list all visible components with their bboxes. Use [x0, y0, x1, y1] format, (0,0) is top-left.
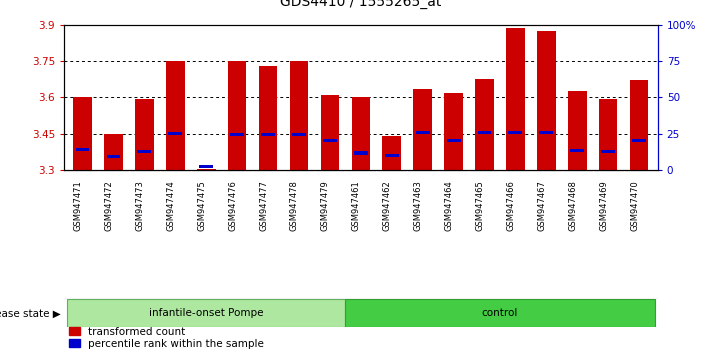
- Bar: [346, 299, 655, 327]
- Bar: [166, 61, 185, 170]
- Bar: [508, 131, 523, 134]
- Text: GSM947477: GSM947477: [259, 180, 268, 231]
- Legend: transformed count, percentile rank within the sample: transformed count, percentile rank withi…: [69, 327, 264, 349]
- Bar: [321, 95, 339, 170]
- Bar: [135, 98, 154, 170]
- Bar: [323, 139, 337, 143]
- Text: GSM947470: GSM947470: [630, 180, 639, 231]
- Bar: [568, 91, 587, 170]
- Text: GSM947465: GSM947465: [476, 180, 484, 231]
- Text: GSM947476: GSM947476: [228, 180, 237, 231]
- Bar: [228, 61, 247, 170]
- Bar: [385, 154, 399, 157]
- Bar: [292, 133, 306, 136]
- Bar: [137, 150, 151, 153]
- Bar: [444, 92, 463, 170]
- Bar: [570, 149, 584, 152]
- Bar: [540, 131, 553, 134]
- Text: GSM947462: GSM947462: [383, 180, 392, 231]
- Bar: [197, 169, 215, 170]
- Bar: [478, 131, 491, 134]
- Bar: [75, 148, 90, 151]
- Text: GSM947469: GSM947469: [599, 180, 608, 231]
- Text: GSM947479: GSM947479: [321, 180, 330, 231]
- Text: GSM947467: GSM947467: [538, 180, 546, 231]
- Bar: [259, 66, 277, 170]
- Bar: [105, 133, 123, 170]
- Bar: [289, 61, 309, 170]
- Bar: [599, 98, 617, 170]
- Bar: [261, 133, 275, 136]
- Text: GSM947464: GSM947464: [444, 180, 454, 231]
- Bar: [230, 133, 244, 136]
- Text: GSM947468: GSM947468: [568, 180, 577, 231]
- Bar: [632, 139, 646, 143]
- Bar: [447, 139, 461, 143]
- Bar: [413, 89, 432, 170]
- Bar: [169, 132, 182, 135]
- Text: infantile-onset Pompe: infantile-onset Pompe: [149, 308, 264, 318]
- Bar: [383, 136, 401, 170]
- Text: GSM947475: GSM947475: [197, 180, 206, 231]
- Text: control: control: [482, 308, 518, 318]
- Text: GSM947478: GSM947478: [290, 180, 299, 231]
- Bar: [537, 31, 555, 170]
- Bar: [354, 152, 368, 155]
- Text: GSM947474: GSM947474: [166, 180, 176, 231]
- Bar: [199, 165, 213, 168]
- Text: GSM947466: GSM947466: [506, 180, 515, 231]
- Text: GSM947473: GSM947473: [135, 180, 144, 231]
- Bar: [630, 80, 648, 170]
- Bar: [416, 131, 429, 134]
- Text: GSM947472: GSM947472: [105, 180, 114, 231]
- Text: GSM947471: GSM947471: [73, 180, 82, 231]
- Text: GDS4410 / 1555265_at: GDS4410 / 1555265_at: [280, 0, 442, 9]
- Text: GSM947463: GSM947463: [414, 180, 422, 231]
- Bar: [351, 97, 370, 170]
- Bar: [602, 150, 615, 153]
- Text: disease state ▶: disease state ▶: [0, 308, 60, 318]
- Bar: [506, 28, 525, 170]
- Bar: [73, 97, 92, 170]
- Text: GSM947461: GSM947461: [352, 180, 360, 231]
- Bar: [67, 299, 346, 327]
- Bar: [475, 79, 494, 170]
- Bar: [107, 155, 120, 158]
